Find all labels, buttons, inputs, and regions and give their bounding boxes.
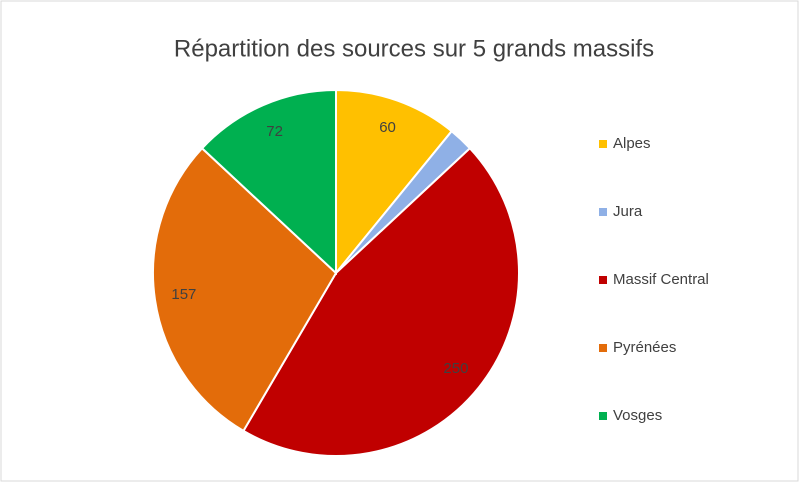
pie-slice — [200, 88, 337, 276]
data-label: 60 — [379, 119, 396, 136]
legend-swatch — [599, 208, 607, 216]
chart-title: Répartition des sources sur 5 grands mas… — [174, 35, 654, 62]
legend-swatch — [599, 276, 607, 284]
pie-slice — [242, 146, 520, 457]
legend-label: Alpes — [613, 135, 651, 152]
legend-swatch — [599, 412, 607, 420]
legend-label: Pyrénées — [613, 339, 676, 356]
legend-swatch — [599, 344, 607, 352]
data-label: 157 — [171, 286, 196, 303]
legend-swatch — [599, 140, 607, 148]
legend-label: Vosges — [613, 407, 662, 424]
pie-slice — [152, 146, 338, 433]
legend-label: Jura — [613, 203, 643, 220]
data-label: 250 — [443, 360, 468, 377]
data-label: 72 — [266, 123, 283, 140]
legend-label: Massif Central — [613, 271, 709, 288]
pie-slice — [335, 88, 454, 276]
